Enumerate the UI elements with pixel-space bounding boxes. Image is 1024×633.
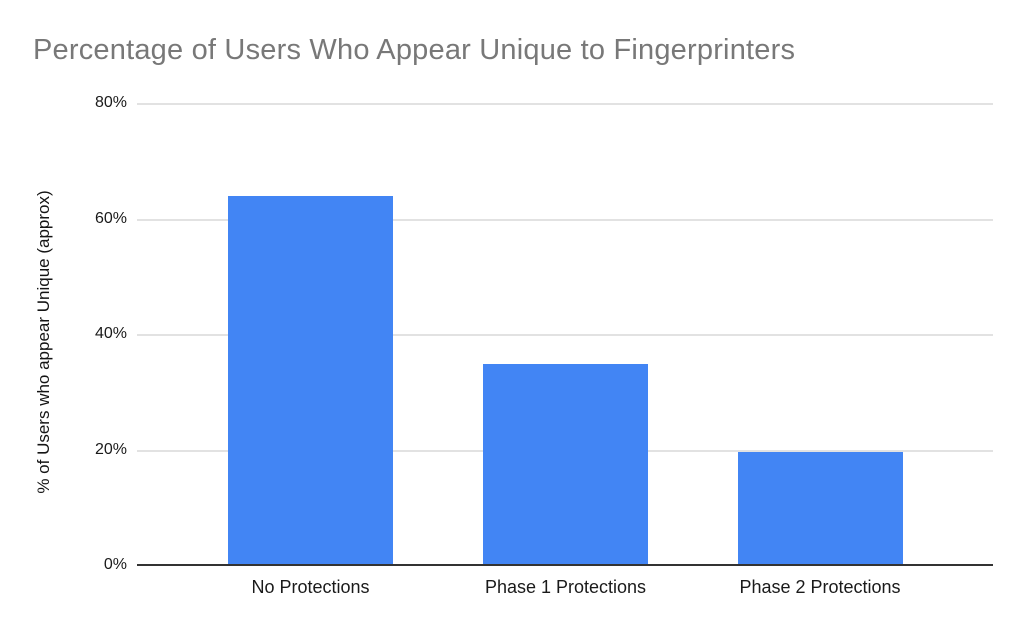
bar-phase-2-protections xyxy=(737,451,903,566)
y-tick-label-20: 20% xyxy=(94,440,127,458)
x-category-label-1: No Protections xyxy=(251,577,370,597)
y-tick-label-40: 40% xyxy=(94,325,127,343)
plot-area xyxy=(137,103,993,566)
y-tick-label-80: 80% xyxy=(94,94,127,112)
gridline-60 xyxy=(137,218,993,221)
x-category-label-3: Phase 2 Protections xyxy=(739,577,901,597)
gridline-80 xyxy=(137,103,993,105)
gridline-40 xyxy=(137,334,993,336)
y-tick-label-60: 60% xyxy=(94,209,127,227)
bar-phase-1-protections xyxy=(483,363,648,566)
bar-no-protections xyxy=(228,196,393,566)
y-tick-label-0: 0% xyxy=(103,556,127,574)
chart-title: Percentage of Users Who Appear Unique to… xyxy=(33,34,796,66)
x-category-label-2: Phase 1 Protections xyxy=(484,577,647,597)
x-axis-line xyxy=(137,564,993,566)
